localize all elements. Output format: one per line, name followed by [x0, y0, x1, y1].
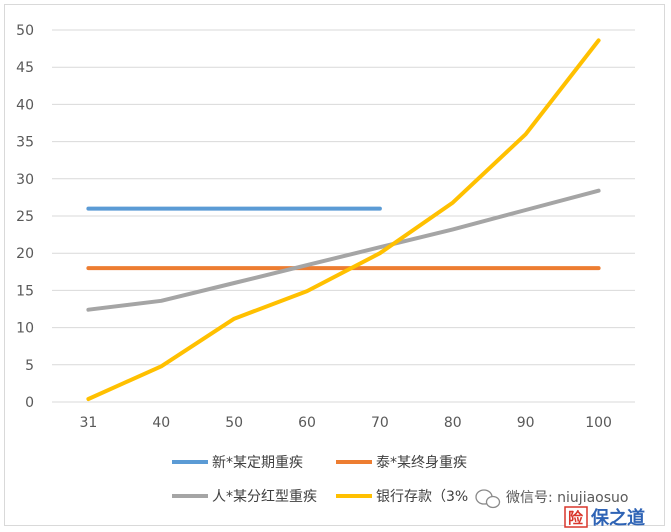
y-tick-label: 40: [16, 97, 34, 113]
y-tick-label: 15: [16, 283, 34, 299]
series-line-3: [86, 188, 601, 312]
y-tick-label: 0: [25, 395, 34, 411]
legend-item-1: 新*某定期重疾: [172, 455, 303, 471]
x-tick-label: 100: [585, 415, 612, 431]
x-tick-label: 80: [444, 415, 462, 431]
watermark: 微信号: niujiaosuo 险 保之道: [475, 489, 645, 529]
x-tick-label: 50: [225, 415, 243, 431]
legend-label: 人*某分红型重疾: [212, 489, 317, 505]
wechat-id-text: 微信号: niujiaosuo: [506, 490, 628, 506]
y-tick-label: 30: [16, 172, 34, 188]
y-tick-label: 35: [16, 135, 34, 151]
y-tick-label: 5: [25, 358, 34, 374]
legend-item-4: 银行存款（3%: [336, 489, 468, 505]
x-tick-label: 40: [152, 415, 170, 431]
x-tick-label: 60: [298, 415, 316, 431]
series-lines: [86, 38, 601, 401]
y-tick-label: 20: [16, 246, 34, 262]
series-line-4: [86, 38, 601, 401]
chart-frame: [4, 4, 665, 526]
x-tick-label: 90: [517, 415, 535, 431]
x-tick-label: 70: [371, 415, 389, 431]
x-axis-ticks: 31 40 50 60 70 80 90 100: [80, 415, 612, 431]
logo-badge: 险: [564, 506, 588, 528]
legend-label: 新*某定期重疾: [212, 455, 303, 471]
gridlines: [52, 29, 635, 403]
logo-text: 保之道: [590, 507, 645, 529]
y-tick-label: 45: [16, 60, 34, 76]
y-tick-label: 10: [16, 321, 34, 337]
legend-item-3: 人*某分红型重疾: [172, 489, 317, 505]
x-tick-label: 31: [80, 415, 98, 431]
y-axis-ticks: 0 5 10 15 20 25 30 35 40 45 50: [16, 23, 34, 411]
legend-label: 泰*某终身重疾: [376, 455, 467, 471]
legend-item-2: 泰*某终身重疾: [336, 455, 467, 471]
logo-badge-glyph: 险: [568, 509, 584, 527]
y-tick-label: 25: [16, 209, 34, 225]
legend-label: 银行存款（3%: [376, 489, 468, 505]
y-tick-label: 50: [16, 23, 34, 39]
wechat-icon: [475, 489, 501, 509]
